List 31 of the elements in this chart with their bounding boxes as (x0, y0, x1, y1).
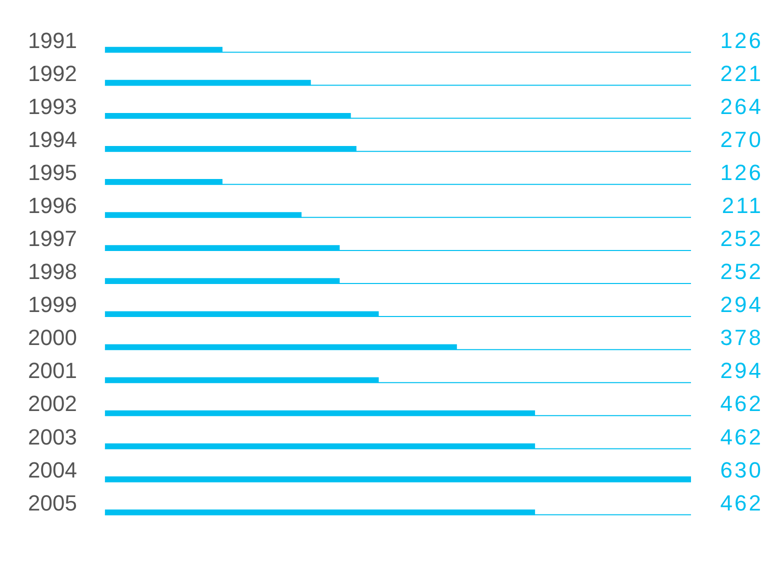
y-tick-label: 2005 (28, 490, 77, 516)
y-tick-label: 1993 (28, 94, 77, 119)
data-label: 126 (720, 160, 763, 185)
y-tick-label: 1995 (28, 160, 77, 185)
y-tick-label: 1999 (28, 292, 77, 318)
data-label: 264 (720, 94, 763, 119)
y-tick-label: 2004 (28, 457, 77, 482)
y-tick-label: 1992 (28, 60, 77, 86)
bar (104, 476, 691, 482)
data-label: 630 (720, 457, 763, 482)
data-label: 462 (720, 391, 763, 416)
y-tick-label: 1994 (28, 126, 77, 152)
data-label: 252 (720, 226, 763, 252)
y-tick-label: 2002 (28, 391, 77, 416)
y-tick-label: 2001 (28, 358, 77, 384)
data-label: 252 (720, 259, 763, 284)
data-label: 126 (720, 28, 763, 53)
y-tick-label: 1991 (28, 28, 77, 53)
data-label: 462 (720, 490, 763, 516)
data-label: 294 (720, 358, 763, 384)
data-label: 462 (720, 424, 763, 450)
data-label: 270 (720, 126, 763, 152)
y-tick-label: 1997 (28, 226, 77, 252)
data-label: 378 (720, 325, 763, 350)
y-tick-label: 2003 (28, 424, 77, 450)
data-label: 211 (722, 192, 763, 218)
y-tick-label: 2000 (28, 325, 77, 350)
y-tick-label: 1998 (28, 259, 77, 284)
y-tick-label: 1996 (28, 192, 77, 218)
data-label: 294 (720, 292, 763, 318)
data-label: 221 (720, 60, 763, 86)
